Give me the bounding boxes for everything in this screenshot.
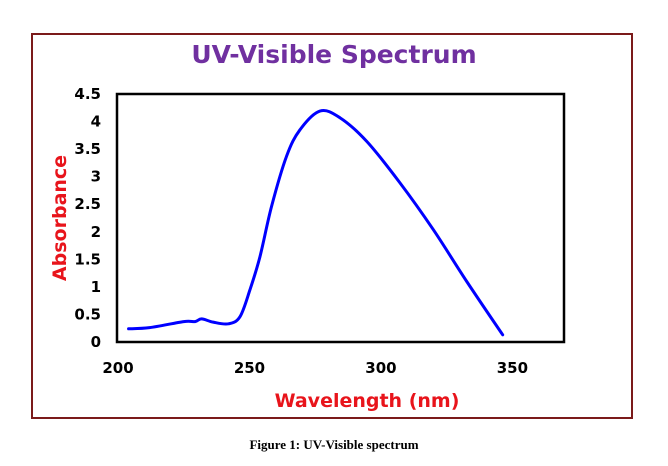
x-tick-label: 300 xyxy=(365,359,396,377)
x-tick-label: 350 xyxy=(497,359,528,377)
x-tick-label: 250 xyxy=(234,359,265,377)
x-tick-label: 200 xyxy=(102,359,133,377)
y-tick-label: 4.5 xyxy=(74,85,101,103)
y-tick-label: 4 xyxy=(91,113,101,131)
chart-title: UV-Visible Spectrum xyxy=(191,40,477,69)
y-tick-label: 3.5 xyxy=(74,140,101,158)
y-tick-label: 2.5 xyxy=(74,195,101,213)
y-tick-label: 1.5 xyxy=(74,250,101,268)
figure-caption: Figure 1: UV-Visible spectrum xyxy=(249,437,419,452)
figure-frame xyxy=(31,33,633,419)
y-tick-label: 1 xyxy=(91,278,101,296)
x-axis-label: Wavelength (nm) xyxy=(275,390,460,412)
y-tick-label: 0.5 xyxy=(74,305,101,323)
series-line-absorbance xyxy=(127,109,505,337)
y-tick-label: 3 xyxy=(91,168,101,186)
y-axis-label: Absorbance xyxy=(49,155,71,281)
y-tick-label: 0 xyxy=(91,333,101,351)
y-tick-label: 2 xyxy=(91,223,101,241)
plot-area xyxy=(115,92,566,344)
